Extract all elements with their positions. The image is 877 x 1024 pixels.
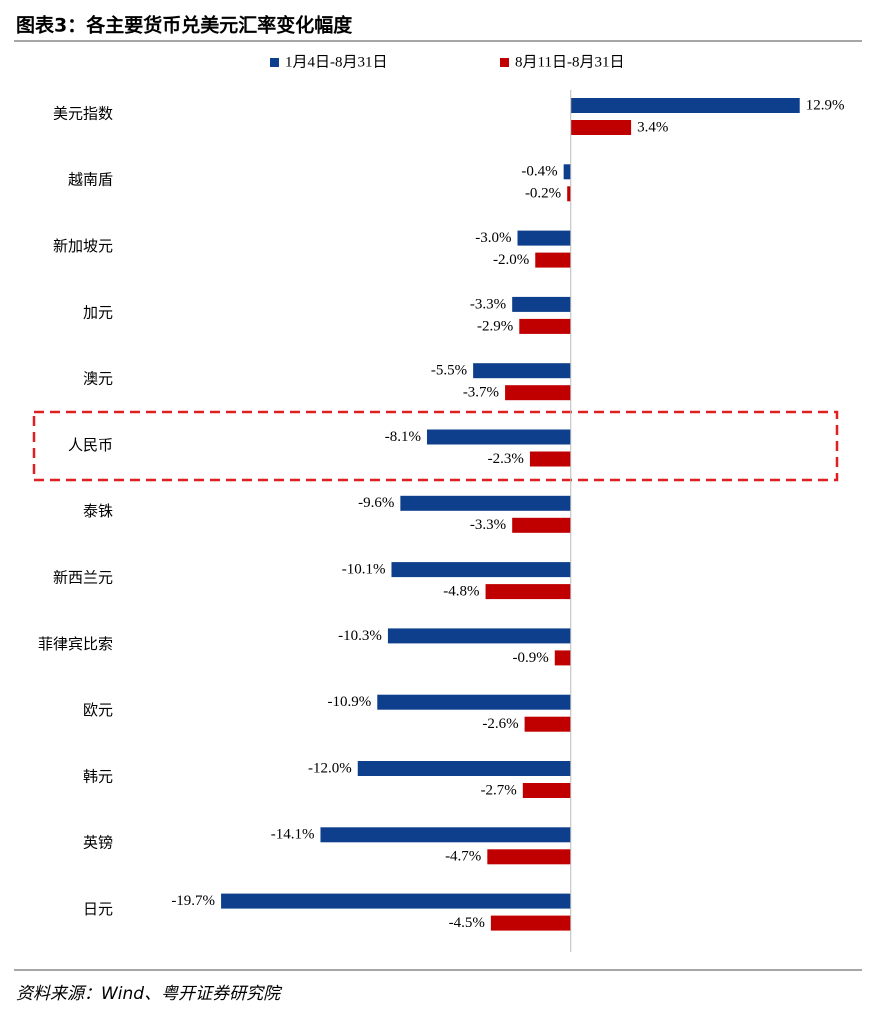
data-label: -3.3% (470, 296, 506, 312)
bar (567, 186, 571, 202)
y-tick-label: 澳元 (83, 371, 113, 388)
data-label: -2.9% (477, 318, 513, 334)
bar (391, 562, 571, 578)
bar (505, 385, 571, 401)
data-label: -2.3% (488, 451, 524, 467)
bar (400, 495, 571, 511)
data-label: -12.0% (308, 760, 352, 776)
legend-label: 8月11日-8月31日 (515, 54, 624, 70)
y-tick-label: 新西兰元 (53, 570, 113, 587)
data-label: -4.7% (445, 849, 481, 865)
data-label: -9.6% (358, 495, 394, 511)
data-label: -5.5% (431, 363, 467, 379)
data-label: -4.5% (449, 915, 485, 931)
legend-label: 1月4日-8月31日 (285, 54, 388, 70)
bar (512, 517, 571, 533)
data-label: -3.0% (475, 230, 511, 246)
data-label: -2.7% (481, 782, 517, 798)
y-tick-label: 新加坡元 (53, 238, 113, 255)
data-label: -10.9% (328, 694, 372, 710)
y-tick-label: 英镑 (83, 834, 113, 852)
data-label: -14.1% (271, 827, 315, 843)
data-label: 3.4% (637, 119, 668, 135)
data-label: -0.9% (513, 650, 549, 666)
bar (485, 584, 571, 600)
bar (535, 252, 571, 268)
bar (519, 318, 571, 334)
bar (473, 363, 571, 379)
bar (221, 893, 571, 909)
bar (563, 164, 571, 180)
y-tick-label: 日元 (83, 902, 113, 918)
bar (529, 451, 571, 467)
y-tick-label: 越南盾 (68, 172, 113, 189)
bar (570, 98, 800, 113)
bar (487, 849, 571, 865)
legend-swatch (270, 58, 279, 67)
data-label: 12.9% (806, 97, 845, 113)
bar (490, 915, 571, 931)
data-label: -10.1% (342, 562, 386, 578)
data-label: -2.0% (493, 252, 529, 268)
source: 资料来源：Wind、粤开证券研究院 (16, 984, 283, 1004)
data-label: -3.7% (463, 385, 499, 401)
bar (524, 716, 571, 732)
data-label: -8.1% (385, 429, 421, 445)
bar (554, 650, 571, 666)
legend-swatch (500, 58, 509, 67)
bar (377, 694, 571, 710)
y-tick-label: 美元指数 (53, 105, 113, 122)
data-label: -0.2% (525, 186, 561, 202)
data-label: -0.4% (521, 164, 557, 180)
data-label: -10.3% (338, 628, 382, 644)
bar (512, 296, 571, 312)
bar (357, 761, 571, 776)
data-label: -3.3% (470, 517, 506, 533)
highlight-box (32, 410, 839, 482)
bar (517, 230, 571, 246)
bar (320, 827, 571, 843)
y-tick-label: 欧元 (83, 702, 113, 719)
y-tick-label: 人民币 (68, 437, 113, 454)
data-label: -19.7% (171, 893, 215, 909)
y-tick-label: 加元 (83, 304, 113, 321)
bar (387, 628, 571, 644)
chart-title: 图表3：各主要货币兑美元汇率变化幅度 (16, 14, 353, 37)
y-tick-label: 泰铢 (83, 503, 113, 520)
bar (522, 783, 571, 798)
bar (426, 429, 571, 445)
y-tick-label: 韩元 (83, 768, 113, 785)
y-tick-label: 菲律宾比索 (38, 636, 113, 653)
bar (570, 120, 632, 135)
data-label: -2.6% (482, 716, 518, 732)
data-label: -4.8% (443, 584, 479, 600)
